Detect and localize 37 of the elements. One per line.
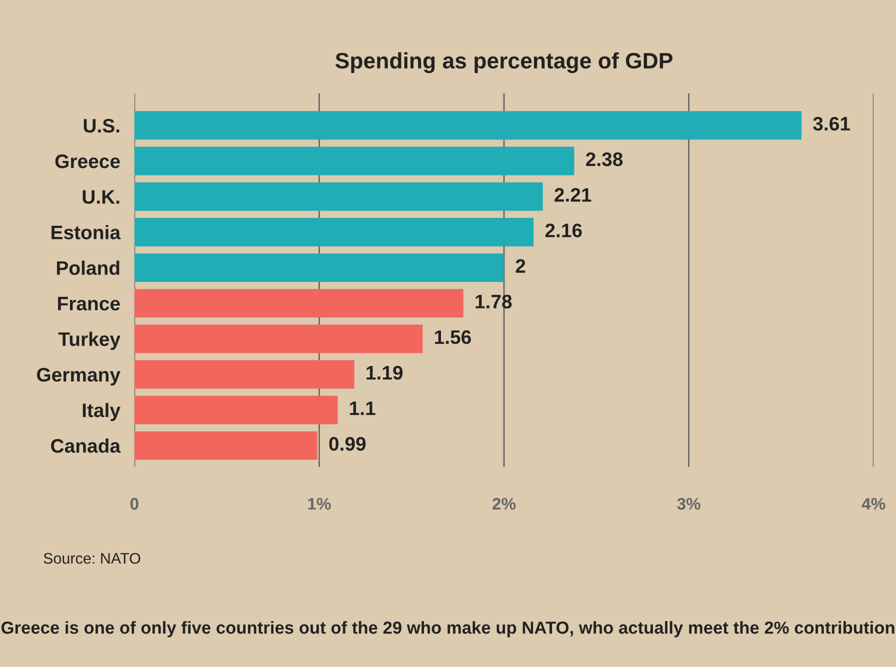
y-tick-label: Poland: [57, 260, 120, 275]
data-label: 2.21: [554, 188, 592, 202]
bar: [134, 182, 543, 211]
data-label: 3.61: [813, 116, 850, 131]
chart-title: Spending as percentage of GDP: [335, 52, 672, 74]
data-label: 1.19: [366, 366, 403, 380]
y-tick-label: Canada: [51, 438, 121, 453]
data-label: 2.38: [586, 152, 623, 166]
y-tick-label: Estonia: [52, 225, 121, 240]
bar: [134, 111, 802, 140]
bar: [134, 253, 504, 282]
x-tick-label: 3%: [677, 498, 700, 510]
x-tick-label: 0: [130, 498, 138, 510]
bar: [134, 146, 574, 176]
bar: [134, 396, 338, 424]
x-tick-label: 2%: [492, 498, 516, 510]
y-tick-label: U.K.: [82, 190, 120, 204]
x-tick-label: 4%: [862, 498, 886, 510]
data-label: 1.56: [435, 330, 471, 344]
bar: [134, 360, 354, 389]
y-tick-label: France: [58, 296, 120, 310]
data-label: 2.16: [545, 224, 582, 238]
data-label: 2: [516, 259, 526, 273]
y-tick-label: Germany: [37, 368, 120, 386]
data-label: 1.1: [350, 402, 376, 416]
y-tick-label: U.S.: [84, 118, 120, 133]
bar: [134, 324, 423, 354]
y-tick-label: Italy: [82, 402, 120, 422]
source-note: Source: NATO: [44, 552, 140, 564]
text: Greece is one of only five countries out of the 29 who make up NATO, who actually meet the 2% contribution: [1, 621, 894, 638]
bar: [134, 431, 318, 460]
bar: [134, 218, 534, 246]
y-tick-label: Turkey: [58, 332, 120, 350]
x-tick-label: 1%: [308, 498, 331, 510]
data-label: 0.99: [329, 437, 366, 451]
y-tick-label: Greece: [55, 154, 120, 168]
bar: [134, 289, 464, 318]
